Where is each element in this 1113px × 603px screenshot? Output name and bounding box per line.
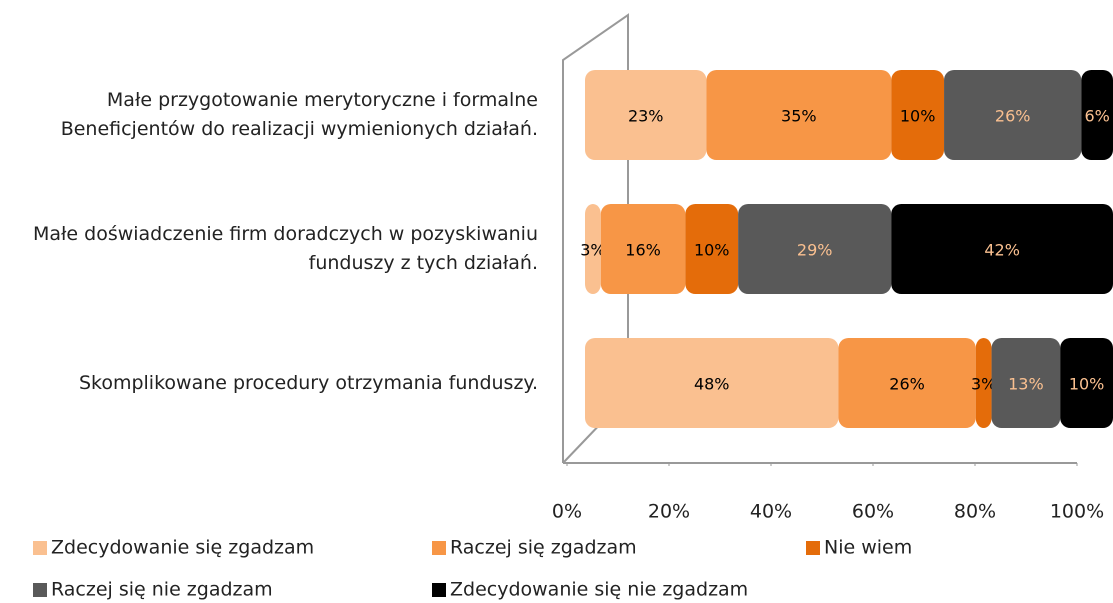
x-tick-label: 0% bbox=[552, 501, 582, 523]
data-label: 10% bbox=[900, 107, 936, 126]
data-label: 35% bbox=[781, 107, 817, 126]
data-label: 29% bbox=[797, 241, 833, 260]
x-tick-label: 20% bbox=[648, 501, 690, 523]
data-label: 26% bbox=[995, 107, 1031, 126]
legend-label: Zdecydowanie się zgadzam bbox=[51, 537, 314, 559]
legend-label: Raczej się nie zgadzam bbox=[51, 579, 273, 601]
bar-segment bbox=[944, 70, 1082, 160]
legend-swatch bbox=[33, 541, 47, 555]
bar-segment bbox=[891, 204, 1113, 294]
data-label: 10% bbox=[1069, 375, 1105, 394]
category-label: Małe doświadczenie firm doradczych w poz… bbox=[32, 223, 538, 274]
legend-swatch bbox=[33, 583, 47, 597]
legend-swatch bbox=[806, 541, 820, 555]
x-tick-label: 100% bbox=[1050, 501, 1104, 523]
data-label: 6% bbox=[1084, 107, 1109, 126]
bar-segment bbox=[1060, 338, 1113, 428]
category-label: Małe przygotowanie merytoryczne i formal… bbox=[60, 89, 538, 140]
bar-segment bbox=[706, 70, 892, 160]
data-label: 13% bbox=[1008, 375, 1044, 394]
bar-segment bbox=[585, 338, 839, 428]
x-tick-label: 40% bbox=[750, 501, 792, 523]
bar-segment bbox=[600, 204, 686, 294]
data-label: 16% bbox=[625, 241, 661, 260]
x-tick-label: 60% bbox=[852, 501, 894, 523]
data-label: 26% bbox=[889, 375, 925, 394]
bar-segment bbox=[838, 338, 976, 428]
legend-swatch bbox=[432, 541, 446, 555]
bar-segment bbox=[891, 70, 945, 160]
bar-segment bbox=[991, 338, 1061, 428]
bar-segment bbox=[585, 70, 707, 160]
bar-segment bbox=[1081, 70, 1113, 160]
bar-segment bbox=[975, 338, 992, 428]
legend-label: Raczej się zgadzam bbox=[450, 537, 637, 559]
x-tick-label: 80% bbox=[954, 501, 996, 523]
data-label: 42% bbox=[984, 241, 1020, 260]
data-label: 23% bbox=[628, 107, 664, 126]
legend-label: Nie wiem bbox=[824, 537, 912, 559]
data-label: 48% bbox=[694, 375, 730, 394]
data-label: 3% bbox=[580, 241, 605, 260]
data-label: 10% bbox=[694, 241, 730, 260]
legend-label: Zdecydowanie się nie zgadzam bbox=[450, 579, 748, 601]
category-label: Skomplikowane procedury otrzymania fundu… bbox=[78, 371, 538, 394]
data-label: 3% bbox=[971, 375, 996, 394]
bar-segment bbox=[738, 204, 892, 294]
bar-segment bbox=[585, 204, 601, 294]
bar-segment bbox=[685, 204, 739, 294]
legend-swatch bbox=[432, 583, 446, 597]
